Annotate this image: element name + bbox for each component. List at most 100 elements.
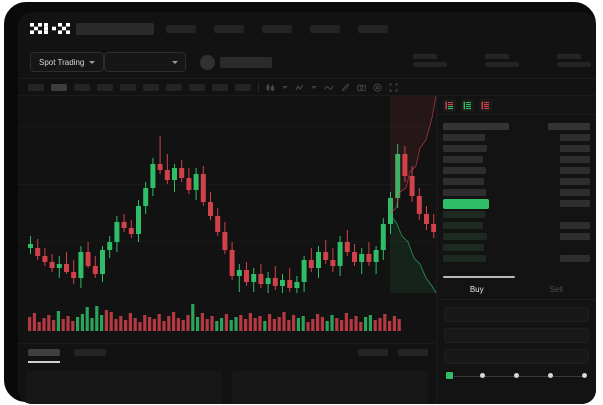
chart-column — [18, 96, 436, 404]
tab-sell[interactable]: Sell — [517, 280, 597, 299]
nav-item-4[interactable] — [310, 25, 340, 33]
orderbook-row[interactable] — [443, 176, 590, 187]
timeframe-7[interactable] — [189, 83, 205, 91]
timeframe-2[interactable] — [74, 83, 90, 91]
orderbook-row[interactable] — [443, 231, 590, 242]
timeframe-5[interactable] — [143, 83, 159, 91]
timeframe-6[interactable] — [166, 83, 182, 91]
stat-label — [485, 54, 509, 59]
stat-value — [413, 62, 447, 67]
orderbook-size-cell — [560, 145, 590, 152]
orderbook-price-cell — [443, 123, 509, 130]
market-stat-2 — [485, 54, 519, 67]
orders-tab-1[interactable] — [74, 349, 106, 356]
orderbook-row[interactable] — [443, 154, 590, 165]
orders-action-0[interactable] — [358, 349, 388, 356]
orderbook-rows[interactable] — [437, 115, 596, 280]
orderbook-row[interactable] — [443, 187, 590, 198]
orderbook-price-cell — [443, 233, 487, 240]
order-price-field[interactable] — [444, 307, 589, 322]
orderbook-price-cell — [443, 145, 487, 152]
stat-label — [413, 54, 437, 59]
order-amount-field[interactable] — [444, 328, 589, 343]
line-tool-icon[interactable] — [324, 83, 334, 92]
nav-item-1[interactable] — [166, 25, 196, 33]
timeframe-0[interactable] — [28, 83, 44, 91]
orderbook-size-cell — [560, 200, 590, 207]
slider-stop-2[interactable] — [514, 373, 519, 378]
chevron-down-icon[interactable] — [311, 85, 317, 89]
timeframe-group — [28, 83, 251, 91]
volume-histogram — [18, 293, 436, 343]
orderbook-row[interactable] — [443, 143, 590, 154]
fullscreen-icon[interactable] — [389, 83, 398, 92]
chart-toolbar — [18, 79, 596, 96]
settings-icon[interactable] — [373, 83, 382, 92]
slider-stop-1[interactable] — [480, 373, 485, 378]
orders-action-1[interactable] — [398, 349, 428, 356]
market-subheader: Spot Trading — [18, 46, 596, 79]
trading-pair-dropdown[interactable] — [104, 52, 186, 72]
indicator-icon[interactable] — [295, 83, 304, 92]
nav-item-5[interactable] — [358, 25, 388, 33]
market-stat-1 — [413, 54, 447, 67]
gridline — [18, 126, 436, 127]
orderbook-size-cell — [560, 222, 590, 229]
timeframe-9[interactable] — [235, 83, 251, 91]
orderbook-price-cell — [443, 222, 483, 229]
workspace: Buy Sell — [18, 96, 596, 404]
bottom-panel-1[interactable] — [232, 371, 428, 404]
timeframe-3[interactable] — [97, 83, 113, 91]
orderbook-row[interactable] — [443, 253, 590, 264]
trading-mode-dropdown[interactable]: Spot Trading — [30, 52, 105, 72]
stat-value — [485, 62, 519, 67]
order-form — [437, 300, 596, 364]
orderbook-both-icon[interactable] — [443, 98, 456, 112]
orderbook-row[interactable] — [443, 132, 590, 143]
orderbook-scrollbar[interactable] — [443, 276, 515, 278]
volume-series — [28, 304, 401, 331]
timeframe-1[interactable] — [51, 83, 67, 91]
orderbook-bids-icon[interactable] — [461, 98, 474, 112]
search-input[interactable] — [76, 23, 154, 35]
candlestick-icon[interactable] — [266, 83, 275, 92]
orderbook-price-cell — [443, 156, 483, 163]
orderbook-price-cell — [443, 211, 485, 218]
orderbook-header — [437, 96, 596, 115]
bottom-panel-0[interactable] — [26, 371, 222, 404]
orderbook-size-cell — [560, 178, 590, 185]
pencil-icon[interactable] — [341, 83, 350, 92]
chevron-down-icon[interactable] — [282, 85, 288, 89]
camera-icon[interactable] — [357, 83, 366, 92]
tab-buy[interactable]: Buy — [437, 280, 517, 299]
orderbook-row[interactable] — [443, 220, 590, 231]
slider-stop-3[interactable] — [548, 373, 553, 378]
candlestick-chart[interactable] — [18, 96, 436, 293]
orderbook-size-cell — [560, 255, 590, 262]
orderbook-row[interactable] — [443, 242, 590, 253]
orderbook-price-cell — [443, 167, 486, 174]
orderbook-row[interactable] — [443, 198, 590, 209]
device-frame: Spot Trading — [4, 2, 596, 404]
slider-handle[interactable] — [445, 371, 454, 380]
timeframe-8[interactable] — [212, 83, 228, 91]
nav-item-3[interactable] — [262, 25, 292, 33]
orderbook-size-cell — [548, 123, 590, 130]
device-screen: Spot Trading — [18, 12, 596, 404]
slider-stop-4[interactable] — [582, 373, 587, 378]
orderbook-row[interactable] — [443, 121, 590, 132]
order-amount-slider[interactable] — [444, 370, 589, 384]
timeframe-4[interactable] — [120, 83, 136, 91]
chart-tool-icons — [266, 83, 398, 92]
orderbook-row[interactable] — [443, 209, 590, 220]
tab-buy-label: Buy — [469, 285, 484, 294]
orderbook-size-cell — [560, 167, 590, 174]
nav-item-2[interactable] — [214, 25, 244, 33]
order-total-field[interactable] — [444, 349, 589, 364]
orderbook-row[interactable] — [443, 165, 590, 176]
orders-tab-0[interactable] — [28, 349, 60, 356]
orderbook-asks-icon[interactable] — [479, 98, 492, 112]
okx-logo-icon[interactable] — [30, 23, 70, 34]
gridline — [18, 184, 436, 185]
